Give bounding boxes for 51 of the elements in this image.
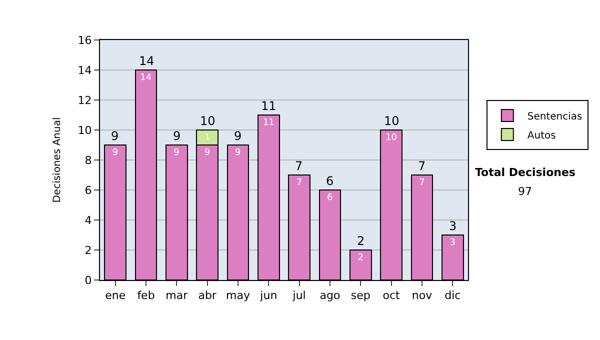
y-tick-label: 2 [84, 244, 92, 257]
data-label: 3 [450, 238, 456, 248]
legend-label: Sentencias [527, 111, 582, 122]
total-label: 2 [357, 234, 365, 248]
data-label: 2 [358, 253, 364, 263]
data-label: 10 [385, 133, 398, 143]
total-label: 9 [173, 129, 181, 143]
total-label: 11 [261, 99, 276, 113]
data-label: 9 [112, 148, 118, 158]
y-axis-title: Decisiones Anual [52, 117, 63, 203]
x-tick-label: may [226, 289, 250, 302]
x-tick-label: dic [444, 289, 461, 302]
x-tick-label: sep [350, 289, 370, 302]
x-tick-label: ago [320, 289, 340, 302]
data-label: 7 [419, 178, 425, 188]
x-tick-label: mar [166, 289, 188, 302]
y-tick-label: 12 [78, 94, 92, 107]
y-tick-label: 6 [84, 184, 92, 197]
data-label: 1 [204, 131, 210, 142]
y-tick-label: 8 [84, 154, 92, 167]
total-label: 7 [295, 159, 303, 173]
x-tick-label: abr [198, 289, 217, 302]
y-tick-label: 10 [78, 124, 92, 137]
total-label: 9 [234, 129, 242, 143]
data-label: 6 [327, 193, 333, 203]
text: 97 [518, 185, 532, 198]
total-label: 3 [449, 219, 457, 233]
data-label: 9 [204, 148, 210, 158]
y-tick-label: 16 [78, 34, 92, 47]
data-label: 11 [262, 118, 274, 128]
total-label: 14 [139, 54, 154, 68]
total-label: 10 [384, 114, 400, 128]
y-tick-label: 0 [84, 274, 92, 287]
total-label: 9 [111, 129, 119, 143]
x-tick-label: nov [412, 289, 433, 302]
data-label: 7 [296, 178, 302, 188]
y-tick-label: 14 [78, 64, 92, 77]
x-tick-label: feb [137, 289, 155, 302]
text: Total Decisiones [475, 166, 576, 179]
y-tick-label: 4 [84, 214, 92, 227]
total-label: 6 [326, 174, 334, 188]
x-tick-label: ene [105, 289, 126, 302]
x-tick-label: jun [259, 289, 278, 302]
legend-label: Autos [527, 130, 556, 142]
data-label: 9 [174, 148, 180, 158]
total-label: 7 [418, 159, 426, 173]
data-label: 9 [235, 148, 241, 158]
data-label: 14 [140, 73, 152, 83]
x-tick-label: jul [292, 289, 306, 302]
total-label: 10 [200, 114, 216, 128]
x-tick-label: oct [382, 289, 401, 302]
